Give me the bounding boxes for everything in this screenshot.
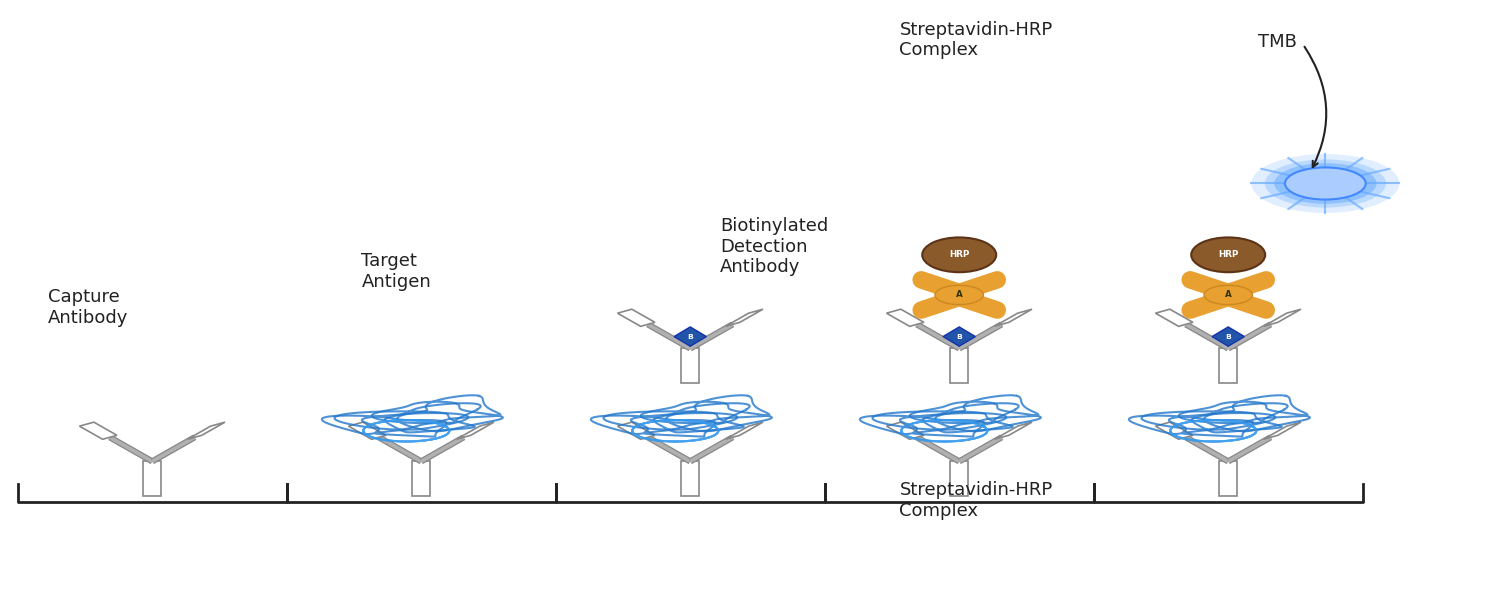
Circle shape <box>1275 163 1377 204</box>
Text: HRP: HRP <box>950 250 969 259</box>
Polygon shape <box>944 327 975 346</box>
Polygon shape <box>1212 327 1245 346</box>
Polygon shape <box>1155 309 1192 326</box>
Polygon shape <box>994 422 1032 439</box>
Ellipse shape <box>1191 238 1264 272</box>
Polygon shape <box>674 327 706 346</box>
Polygon shape <box>681 349 699 383</box>
Polygon shape <box>726 422 764 439</box>
Circle shape <box>1204 286 1252 305</box>
Ellipse shape <box>922 238 996 272</box>
Polygon shape <box>1220 349 1238 383</box>
Polygon shape <box>413 461 430 496</box>
Circle shape <box>934 286 984 305</box>
Polygon shape <box>188 422 225 439</box>
Polygon shape <box>1263 422 1300 439</box>
Polygon shape <box>144 461 160 496</box>
Polygon shape <box>80 422 117 439</box>
Polygon shape <box>456 422 494 439</box>
Text: B: B <box>1226 334 1232 340</box>
Polygon shape <box>1155 422 1192 439</box>
Text: Biotinylated
Detection
Antibody: Biotinylated Detection Antibody <box>720 217 828 277</box>
Text: Streptavidin-HRP
Complex: Streptavidin-HRP Complex <box>900 20 1053 59</box>
Polygon shape <box>618 422 656 439</box>
Circle shape <box>1251 154 1400 213</box>
Polygon shape <box>886 422 924 439</box>
Polygon shape <box>726 309 764 326</box>
Text: A: A <box>1226 290 1232 299</box>
Text: Target
Antigen: Target Antigen <box>362 253 430 291</box>
Text: B: B <box>687 334 693 340</box>
Polygon shape <box>348 422 386 439</box>
Text: B: B <box>957 334 962 340</box>
Text: A: A <box>956 290 963 299</box>
Polygon shape <box>951 349 968 383</box>
Circle shape <box>1286 167 1365 200</box>
Text: TMB: TMB <box>1258 32 1298 50</box>
Polygon shape <box>681 461 699 496</box>
Circle shape <box>1264 160 1386 208</box>
Text: HRP: HRP <box>1218 250 1239 259</box>
Text: Capture
Antibody: Capture Antibody <box>48 288 128 327</box>
Polygon shape <box>1220 461 1238 496</box>
Text: Streptavidin-HRP
Complex: Streptavidin-HRP Complex <box>900 481 1053 520</box>
Polygon shape <box>618 309 656 326</box>
Polygon shape <box>886 309 924 326</box>
Polygon shape <box>1263 309 1300 326</box>
Polygon shape <box>951 461 968 496</box>
Polygon shape <box>994 309 1032 326</box>
